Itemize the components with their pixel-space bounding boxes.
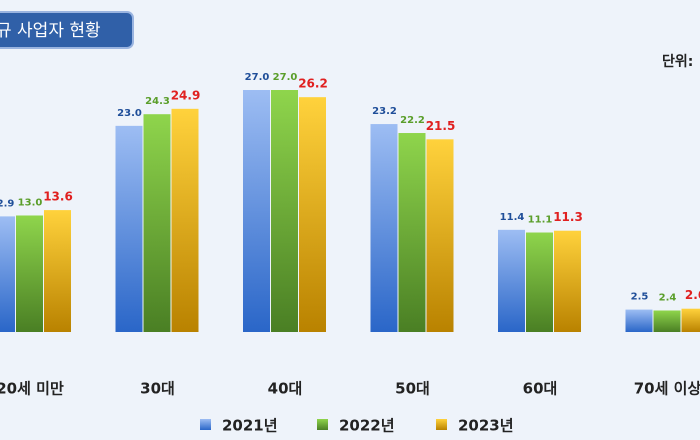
value-label: 24.3 (145, 96, 170, 107)
legend-label: 2022년 (339, 417, 395, 435)
bar (115, 125, 143, 332)
bar (171, 108, 199, 332)
value-label: 12.9 (0, 198, 14, 209)
x-tick-label: 20세 미만 (0, 380, 64, 398)
value-label: 23.0 (117, 108, 142, 119)
legend-label: 2021년 (222, 417, 278, 435)
bar (243, 90, 270, 332)
bar (299, 97, 326, 332)
value-label: 13.0 (18, 197, 43, 208)
x-tick-label: 40대 (268, 380, 303, 398)
value-label: 2.6 (685, 288, 700, 302)
bar (498, 229, 525, 332)
bar (426, 139, 454, 332)
x-tick-label: 50대 (395, 380, 430, 398)
bar (0, 216, 15, 332)
value-label: 13.6 (43, 190, 73, 204)
value-label: 11.3 (553, 210, 583, 224)
bar (143, 114, 171, 332)
value-label: 26.2 (298, 77, 328, 91)
legend-label: 2023년 (458, 417, 514, 435)
bar (681, 308, 700, 332)
value-label: 2.4 (659, 292, 677, 303)
bar (653, 310, 681, 332)
value-label: 11.1 (528, 215, 553, 226)
x-tick-label: 60대 (523, 380, 558, 398)
value-label: 11.4 (500, 212, 525, 223)
legend-swatch (200, 419, 211, 430)
value-label: 27.0 (245, 72, 270, 83)
bar (370, 124, 398, 332)
unit-label: 단위: (662, 53, 693, 70)
legend-swatch (436, 419, 447, 430)
bar (398, 133, 426, 332)
value-label: 21.5 (426, 119, 456, 133)
bar (44, 210, 71, 332)
value-label: 22.2 (400, 115, 425, 126)
bar (526, 232, 553, 332)
bar (271, 90, 298, 332)
x-tick-label: 70세 이상 (634, 380, 700, 398)
value-label: 24.9 (171, 88, 201, 102)
value-label: 23.2 (372, 106, 397, 117)
legend-swatch (317, 419, 328, 430)
bar (16, 215, 43, 332)
title-box (0, 11, 134, 49)
bar (625, 309, 653, 332)
value-label: 27.0 (273, 72, 298, 83)
chart-title: 규 사업자 현황 (0, 21, 101, 41)
x-tick-label: 30대 (140, 380, 175, 398)
value-label: 2.5 (631, 292, 649, 303)
bar (554, 230, 581, 332)
